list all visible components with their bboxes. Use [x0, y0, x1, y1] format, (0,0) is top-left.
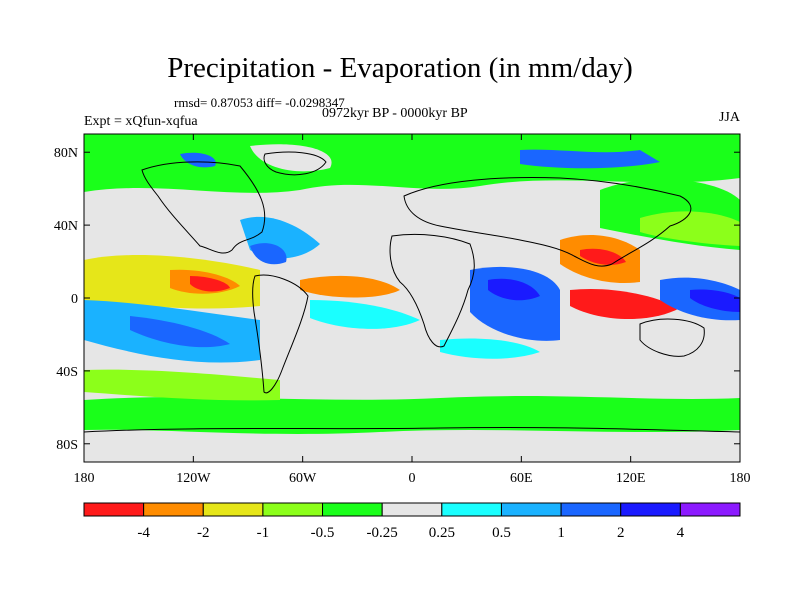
experiment-label: Expt = xQfun-xqfua [84, 114, 198, 129]
colorbar-swatch [83, 502, 145, 517]
antarctica-outline [84, 426, 740, 433]
lon-tick-label: 180 [74, 471, 95, 486]
colorbar-label: -0.5 [311, 525, 335, 541]
lon-tick-label: 180 [730, 471, 751, 486]
south-mid-lightgreen [84, 369, 280, 401]
npacific-lightgreen [640, 211, 740, 246]
lon-tick-label: 60E [510, 471, 533, 486]
atlantic-orange [300, 275, 400, 298]
lat-tick-label: 40S [56, 365, 78, 380]
colorbar-swatch [322, 502, 383, 517]
field-layer [84, 134, 740, 462]
east-pacific-red [190, 276, 230, 292]
south-america-outline [252, 274, 309, 394]
colorbar-swatch [262, 502, 324, 517]
colorbar-label: -4 [137, 525, 150, 541]
colorbar-swatch [620, 502, 681, 517]
lat-tick-label: 80N [54, 146, 78, 161]
eurasia-outline [403, 177, 692, 267]
lon-tick-label: 120E [616, 471, 646, 486]
time-period: 0972kyr BP - 0000kyr BP [322, 106, 468, 121]
siberia-blue [520, 149, 660, 169]
colorbar-label: -1 [257, 525, 270, 541]
caribbean-dark-blue [250, 243, 287, 265]
season-label: JJA [718, 110, 740, 125]
colorbar-label: 0.5 [492, 525, 511, 541]
statistics-line: rmsd= 0.87053 diff= -0.0298347 [174, 95, 345, 110]
maritime-red [570, 288, 680, 320]
colorbar-label: 1 [557, 525, 565, 541]
asia-red [580, 248, 626, 265]
lat-tick-label: 0 [71, 292, 78, 307]
south-pacific-darkblue [130, 316, 230, 348]
africa-outline [389, 233, 475, 348]
lon-tick-label: 0 [409, 471, 416, 486]
colorbar-label: -2 [197, 525, 210, 541]
south-indian-cyan [440, 338, 540, 359]
coastlines [84, 151, 740, 433]
indian-ocean-darkblue [488, 278, 540, 301]
lon-tick-label: 60W [289, 471, 317, 486]
lat-tick-label: 80S [56, 438, 78, 453]
colorbar-label: 2 [617, 525, 625, 541]
colorbar-swatch [500, 502, 562, 517]
arctic-band [84, 134, 740, 193]
greenland-gray [250, 144, 332, 172]
southern-ocean-green [84, 396, 740, 434]
colorbar-label: 0.25 [429, 525, 455, 541]
canada-blue [180, 152, 216, 168]
colorbar-swatch [441, 502, 502, 517]
colorbar-swatch [679, 502, 741, 517]
colorbar-swatch [381, 502, 443, 517]
colorbar-label: 4 [677, 525, 685, 541]
plot-title: Precipitation - Evaporation (in mm/day) [167, 52, 633, 84]
greenland-outline [263, 151, 327, 176]
australia-outline [639, 318, 705, 357]
lon-tick-label: 120W [176, 471, 211, 486]
colorbar-swatch [560, 502, 622, 517]
colorbar-swatch [202, 502, 264, 517]
north-america-outline [141, 161, 266, 254]
lat-tick-label: 40N [54, 219, 78, 234]
atlantic-cyan [310, 300, 420, 329]
colorbar: -4 -2 -1 -0.5 -0.25 0.25 0.5 1 2 4 [83, 502, 741, 541]
colorbar-swatch [143, 502, 204, 517]
axis-ticks: 80N 40N 0 40S 80S 180 120W 60W 0 60E 120E 180 [54, 134, 751, 486]
west-pacific-darkblue [690, 289, 740, 312]
colorbar-label: -0.25 [367, 525, 398, 541]
